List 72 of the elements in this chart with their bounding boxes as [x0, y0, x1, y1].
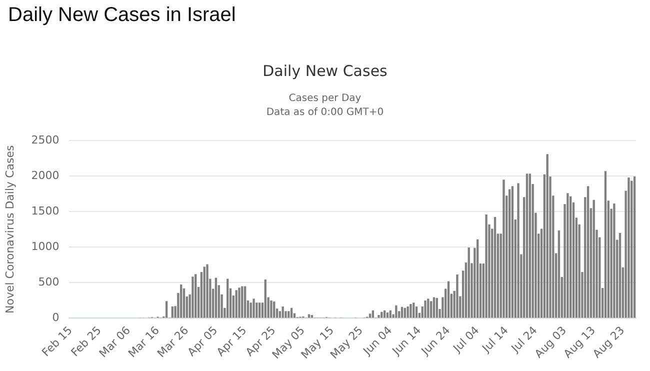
bar [508, 189, 511, 318]
x-tick-label: Jul 04 [450, 324, 482, 356]
bar [192, 276, 194, 318]
bar [250, 302, 252, 318]
bar [586, 186, 590, 318]
text: Cases per Day [288, 92, 362, 106]
bar [630, 180, 633, 318]
bar [194, 274, 197, 318]
bar [447, 281, 450, 318]
bar [203, 266, 206, 318]
bar [604, 171, 607, 318]
bar [558, 230, 560, 318]
bar [226, 278, 229, 318]
bar [592, 200, 595, 318]
bar [476, 239, 479, 318]
bar [430, 301, 432, 318]
bar [235, 290, 238, 318]
y-tick-label: 2000 [31, 168, 60, 182]
bar [258, 302, 261, 318]
bar [238, 288, 240, 318]
bar [412, 302, 415, 318]
bar [182, 288, 186, 318]
bar [436, 298, 438, 318]
bar [526, 174, 528, 318]
bar [395, 305, 398, 318]
bar [546, 154, 548, 318]
chart-subtitle: Daily New Cases [262, 62, 388, 80]
bar [456, 274, 458, 318]
bar [485, 214, 488, 318]
bar [270, 300, 272, 318]
bar [415, 306, 418, 318]
bar [613, 203, 616, 318]
bar [273, 302, 276, 318]
bar [528, 174, 531, 318]
bar [410, 304, 412, 318]
bar [380, 312, 383, 318]
x-tick-label: Jul 14 [479, 324, 511, 356]
bar [494, 216, 496, 318]
bar [252, 298, 255, 318]
bar [427, 298, 430, 318]
chart-title: Daily New Cases in Israel [8, 4, 236, 27]
bar [256, 302, 258, 318]
bar [502, 180, 505, 318]
y-tick-label: 2500 [31, 133, 60, 146]
bar [406, 306, 409, 318]
bar [628, 178, 630, 318]
bar [180, 284, 182, 318]
bar [282, 306, 284, 318]
bar [517, 183, 520, 318]
bar [171, 306, 174, 318]
bar [511, 186, 514, 318]
bar [633, 176, 636, 318]
text: Data as of 0:00 GMT+0 [265, 106, 385, 120]
bar [378, 315, 380, 318]
bar [432, 297, 436, 318]
bar [264, 279, 266, 318]
bar [206, 264, 208, 318]
y-tick-label: 1500 [31, 204, 60, 218]
y-axis-title: Novel Coronavirus Daily Cases [3, 145, 16, 314]
bar [566, 193, 569, 318]
y-tick-label: 0 [52, 311, 60, 324]
bar [570, 196, 572, 318]
bar [468, 248, 470, 318]
bar [244, 286, 246, 318]
bar [288, 311, 290, 318]
bar [241, 286, 244, 318]
bar [424, 300, 426, 318]
y-tick-label: 1000 [31, 240, 60, 254]
bar [618, 232, 622, 318]
bar [214, 278, 218, 318]
y-tick-label: 500 [38, 276, 60, 289]
bar [165, 301, 168, 318]
